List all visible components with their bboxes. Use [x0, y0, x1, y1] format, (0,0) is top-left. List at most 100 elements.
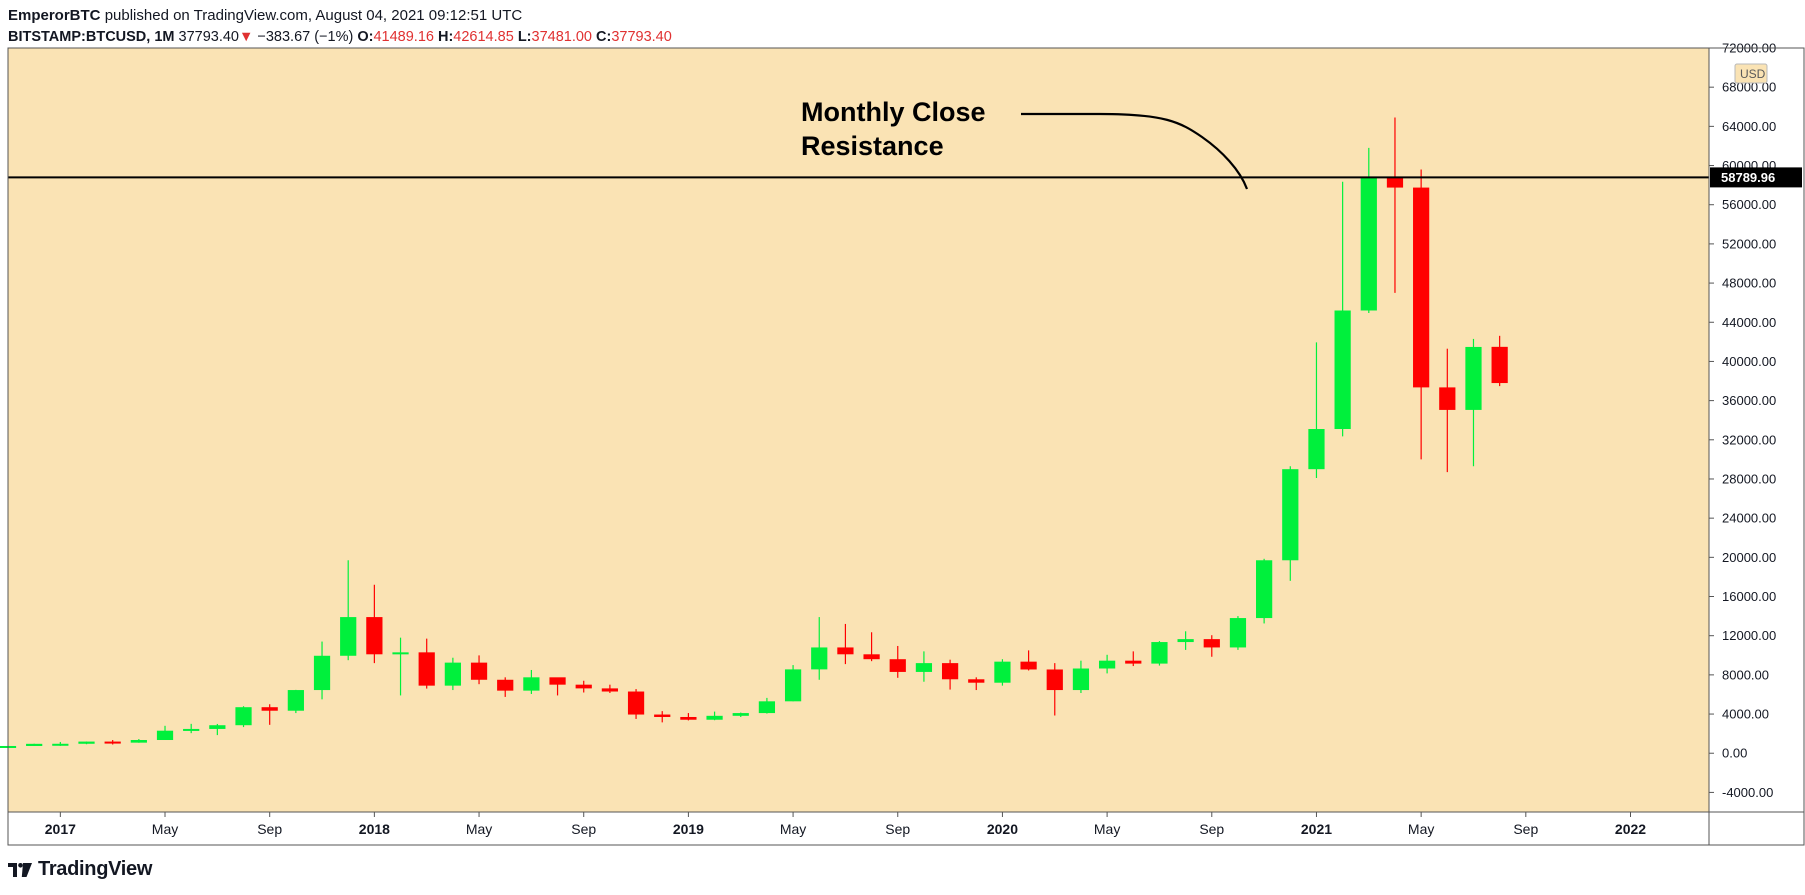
high-value: 42614.85 [453, 29, 514, 45]
open-value: 41489.16 [373, 29, 434, 45]
tradingview-logo-icon [8, 862, 32, 877]
candle-up[interactable] [26, 743, 43, 746]
x-tick-label: 2017 [45, 821, 76, 837]
candle-down[interactable] [654, 714, 671, 717]
y-tick-label: 32000.00 [1722, 432, 1776, 447]
candle-down[interactable] [575, 684, 592, 689]
candle-down[interactable] [1413, 187, 1430, 388]
candle-down[interactable] [549, 677, 566, 685]
candle-down[interactable] [418, 652, 435, 686]
annotation-line-2: Resistance [801, 131, 944, 161]
candle-up[interactable] [444, 662, 461, 686]
published-text: published on TradingView.com, August 04,… [104, 7, 523, 24]
x-tick-label: 2018 [359, 821, 390, 837]
candle-up[interactable] [1098, 660, 1116, 669]
plot-area[interactable] [8, 48, 1709, 812]
candle-up[interactable] [1177, 639, 1194, 643]
tradingview-logo[interactable]: TradingView [8, 858, 152, 881]
symbol-info: BITSTAMP:BTCUSD, 1M 37793.40▼ −383.67 (−… [8, 29, 672, 45]
candle-up[interactable] [523, 677, 540, 691]
close-label: C: [596, 29, 612, 45]
candle-up[interactable] [313, 655, 331, 691]
candle-down[interactable] [366, 617, 383, 655]
author-name[interactable]: EmperorBTC [8, 7, 101, 24]
candle-down[interactable] [863, 654, 880, 660]
candle-up[interactable] [784, 669, 802, 702]
low-label: L: [517, 29, 532, 45]
candle-down[interactable] [1491, 346, 1508, 384]
y-tick-label: 36000.00 [1722, 393, 1776, 408]
high-label: H: [437, 29, 454, 45]
candle-up[interactable] [811, 647, 828, 670]
open-label: O: [357, 29, 374, 45]
candle-up[interactable] [915, 663, 933, 672]
candle-up[interactable] [1334, 310, 1351, 430]
x-tick-label: Sep [1199, 821, 1224, 837]
candle-down[interactable] [470, 662, 488, 680]
x-tick-label: 2021 [1301, 821, 1332, 837]
candle-up[interactable] [78, 741, 95, 744]
candle-up[interactable] [994, 661, 1011, 683]
candle-up[interactable] [1360, 177, 1377, 311]
candle-down[interactable] [1203, 639, 1220, 648]
y-tick-label: 8000.00 [1722, 667, 1769, 682]
annotation-curve [1021, 112, 1249, 190]
candle-up[interactable] [235, 707, 252, 726]
candle-down[interactable] [601, 688, 619, 692]
candle-up[interactable] [1072, 668, 1090, 691]
candle-up[interactable] [758, 701, 776, 714]
y-tick-label: 48000.00 [1722, 276, 1776, 291]
candle-down[interactable] [1386, 177, 1404, 188]
candle-down[interactable] [889, 659, 906, 672]
candle-down[interactable] [1125, 660, 1142, 664]
x-tick-label: May [1408, 821, 1434, 837]
symbol-label: BITSTAMP:BTCUSD, 1M [8, 29, 175, 45]
candle-up[interactable] [1465, 346, 1482, 410]
candle-up[interactable] [1256, 560, 1273, 619]
candle-down[interactable] [968, 679, 985, 683]
close-value: 37793.40 [611, 29, 672, 45]
candle-up[interactable] [1151, 642, 1168, 664]
candle-down[interactable] [837, 647, 854, 655]
candle-up[interactable] [130, 740, 147, 743]
annotation-line-1: Monthly Close [801, 97, 986, 127]
candle-up[interactable] [392, 652, 409, 655]
candle-up[interactable] [1282, 469, 1299, 561]
x-tick-label: May [1094, 821, 1120, 837]
candle-down[interactable] [1439, 387, 1456, 410]
candle-down[interactable] [497, 679, 514, 691]
candle-down[interactable] [627, 691, 645, 715]
currency-label: USD [1740, 67, 1766, 81]
y-tick-label: 16000.00 [1722, 589, 1776, 604]
candle-up[interactable] [1229, 618, 1247, 648]
publish-info: EmperorBTC published on TradingView.com,… [8, 7, 522, 24]
candle-up[interactable] [706, 715, 723, 720]
y-tick-label: 20000.00 [1722, 550, 1776, 565]
candle-down[interactable] [680, 716, 697, 720]
time-axis[interactable]: 2017 May Sep 2018 May Sep 2019 May Sep 2020 May Sep… [45, 812, 1647, 837]
candle-up[interactable] [209, 725, 226, 729]
candle-down[interactable] [261, 707, 278, 711]
candle-up[interactable] [287, 690, 304, 711]
y-tick-label: 0.00 [1722, 746, 1747, 761]
x-tick-label: May [152, 821, 178, 837]
candle-down[interactable] [1046, 669, 1063, 691]
candle-up[interactable] [52, 743, 69, 746]
price-axis[interactable]: -4000.00 0.00 4000.00 8000.00 12000.00 16000.… [1709, 41, 1776, 800]
x-tick-label: Sep [571, 821, 596, 837]
brand-name: TradingView [38, 858, 153, 880]
candle-down[interactable] [1020, 661, 1037, 670]
currency-badge[interactable]: USD [1734, 63, 1768, 84]
x-tick-label: May [466, 821, 492, 837]
x-tick-label: 2019 [673, 821, 704, 837]
y-tick-label: 24000.00 [1722, 511, 1776, 526]
candle-down[interactable] [104, 741, 121, 744]
candle-up[interactable] [340, 617, 357, 656]
candle-up[interactable] [732, 713, 749, 716]
y-tick-label: 28000.00 [1722, 471, 1776, 486]
candle-up[interactable] [183, 728, 200, 731]
candle-down[interactable] [941, 663, 959, 680]
candle-up[interactable] [1308, 429, 1325, 470]
candle-up[interactable] [156, 730, 174, 741]
